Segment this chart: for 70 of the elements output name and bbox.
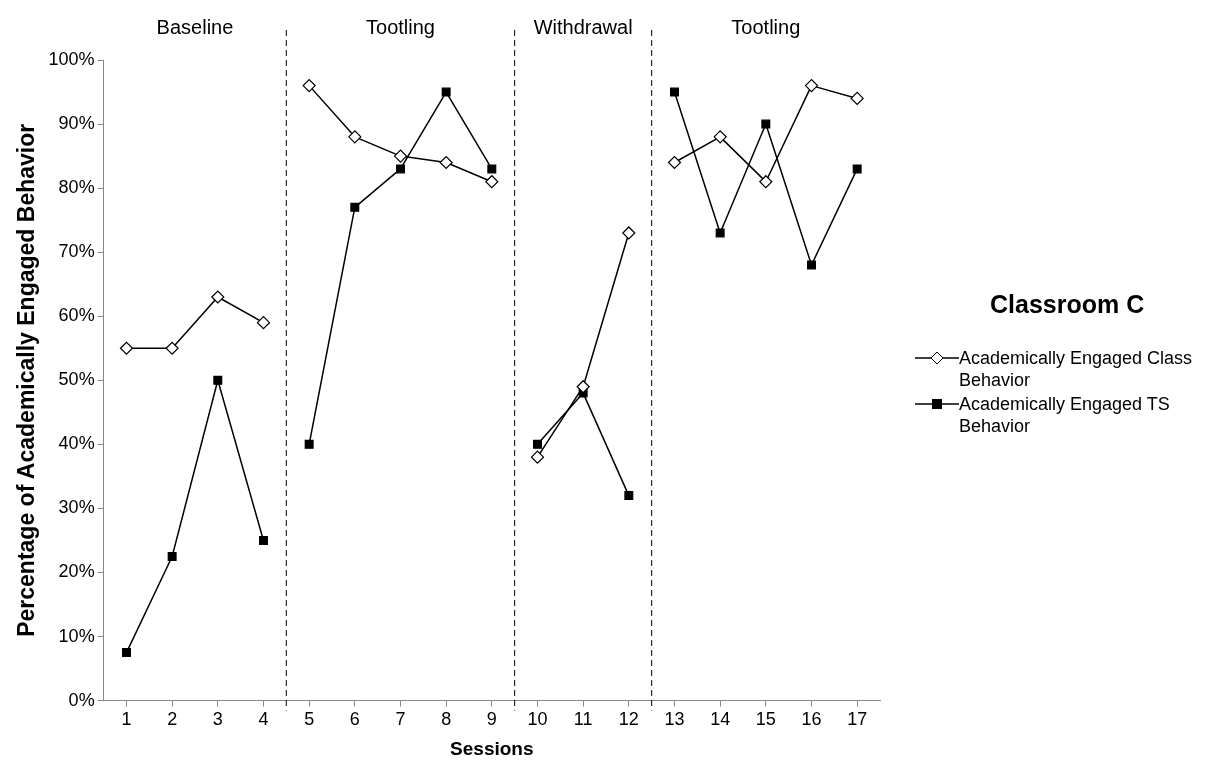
- point: [165, 341, 179, 355]
- x-tick-label: 1: [121, 709, 132, 730]
- x-tick-label: 11: [573, 709, 593, 730]
- y-tick-label: 70%: [58, 241, 95, 262]
- point: [713, 130, 727, 144]
- point: [258, 535, 268, 545]
- point: [715, 228, 725, 238]
- point: [807, 260, 816, 270]
- point: [350, 202, 360, 212]
- y-tick-label: 10%: [58, 625, 95, 646]
- y-tick-label: 60%: [58, 305, 95, 326]
- point: [670, 87, 679, 97]
- point: [576, 380, 590, 394]
- point: [167, 551, 177, 561]
- point: [759, 175, 773, 189]
- point: [441, 87, 451, 97]
- point: [530, 450, 545, 464]
- x-axis-title: Sessions: [450, 737, 534, 759]
- y-tick-label: 50%: [58, 369, 95, 390]
- x-tick-label: 3: [212, 709, 223, 730]
- legend-title: Classroom C: [990, 290, 1146, 319]
- x-tick-label: 17: [847, 709, 868, 730]
- y-tick-label: 100%: [48, 48, 95, 69]
- point: [761, 119, 771, 129]
- y-tick-label: 20%: [58, 561, 95, 582]
- x-tick-label: 13: [664, 709, 685, 730]
- y-tick-label: 40%: [58, 433, 95, 454]
- point: [485, 175, 499, 189]
- x-tick-label: 2: [167, 709, 178, 730]
- point: [211, 290, 225, 304]
- point: [439, 155, 453, 170]
- point: [667, 155, 682, 170]
- x-tick-label: 15: [755, 709, 776, 730]
- point: [121, 648, 131, 658]
- y-tick-label: 30%: [58, 497, 95, 518]
- point: [256, 316, 271, 330]
- legend-label: Academically Engaged Class Behavior: [959, 347, 1194, 391]
- point: [852, 164, 862, 174]
- point: [487, 164, 497, 174]
- x-tick-label: 7: [395, 709, 406, 730]
- y-tick-label: 80%: [58, 177, 95, 198]
- point: [533, 439, 542, 449]
- point: [348, 130, 362, 144]
- x-tick-label: 10: [527, 709, 548, 730]
- y-tick-label: 90%: [58, 113, 95, 134]
- x-tick-label: 16: [801, 709, 822, 730]
- point: [119, 341, 134, 355]
- x-tick-label: 5: [304, 709, 315, 730]
- text: Baseline: [156, 15, 234, 38]
- point: [213, 375, 223, 385]
- point: [850, 91, 864, 106]
- point: [395, 164, 405, 174]
- y-axis-title: Percentage of Academically Engaged Behavior: [13, 123, 40, 637]
- point: [622, 226, 636, 240]
- x-tick-label: 14: [710, 709, 731, 730]
- legend-label: Academically Engaged TS Behavior: [959, 393, 1171, 437]
- point: [302, 79, 316, 93]
- text: Tootling: [731, 15, 801, 38]
- text: Tootling: [366, 15, 435, 38]
- y-tick-label: 0%: [68, 689, 95, 710]
- point: [804, 79, 819, 93]
- point: [304, 439, 314, 449]
- x-tick-label: 4: [258, 709, 269, 730]
- x-tick-label: 8: [441, 709, 452, 730]
- x-tick-label: 9: [486, 709, 497, 730]
- text: Withdrawal: [533, 15, 633, 38]
- point: [624, 491, 634, 501]
- point: [393, 149, 408, 163]
- x-tick-label: 12: [618, 709, 639, 730]
- x-tick-label: 6: [349, 709, 360, 730]
